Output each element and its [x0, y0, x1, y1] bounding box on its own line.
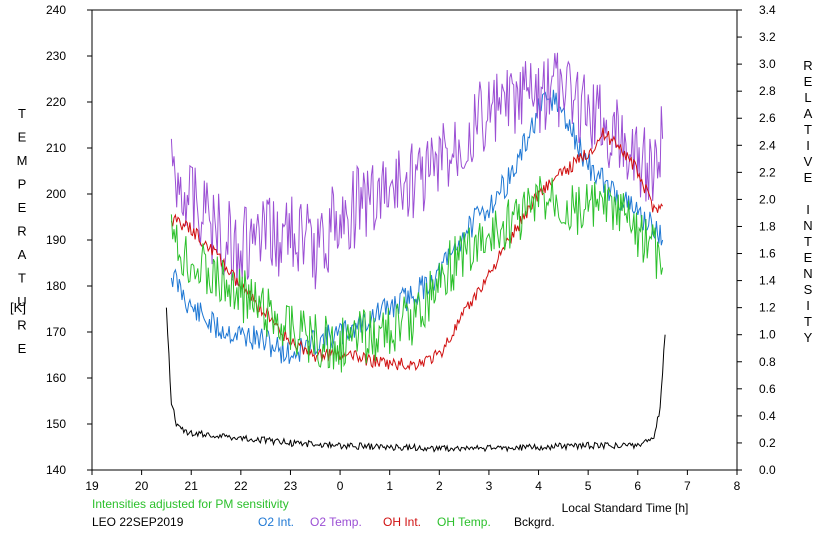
y-left-tick-label: 190 [46, 233, 66, 247]
right-axis-letter: T [804, 122, 812, 137]
left-axis-letter: E [18, 130, 27, 145]
series-line [170, 176, 664, 373]
y-right-tick-label: 3.4 [759, 3, 776, 17]
y-right-tick-label: 0.2 [759, 436, 776, 450]
right-axis-letter: T [804, 234, 812, 249]
x-tick-label: 20 [135, 479, 149, 493]
legend-entry: O2 Int. [258, 515, 294, 529]
y-left-tick-label: 200 [46, 187, 66, 201]
left-axis-letter: R [17, 224, 26, 239]
series-oh-int [170, 127, 664, 371]
y-right-tick-label: 2.0 [759, 192, 776, 206]
y-left-tick-label: 230 [46, 49, 66, 63]
y-left-tick-label: 170 [46, 325, 66, 339]
series-line [165, 307, 666, 453]
legend-entry: OH Temp. [437, 515, 491, 529]
series-line [170, 89, 664, 364]
y-right-tick-label: 2.8 [759, 84, 776, 98]
x-tick-label: 4 [535, 479, 542, 493]
right-axis-letter: V [804, 154, 813, 169]
y-right-tick-label: 1.2 [759, 301, 776, 315]
y-right-tick-label: 0.8 [759, 355, 776, 369]
y-right-tick-label: 0.6 [759, 382, 776, 396]
legend-entry: O2 Temp. [310, 515, 362, 529]
left-axis-letter: M [17, 153, 28, 168]
y-right-tick-label: 1.6 [759, 247, 776, 261]
sensitivity-note: Intensities adjusted for PM sensitivity [92, 497, 289, 511]
series-line [170, 52, 664, 290]
right-axis-letter: E [804, 74, 813, 89]
right-axis-letter: L [804, 90, 811, 105]
y-left-tick-label: 240 [46, 3, 66, 17]
series-bckgrd [165, 307, 666, 453]
y-left-tick-label: 210 [46, 141, 66, 155]
station-date: LEO 22SEP2019 [92, 515, 184, 529]
right-axis-letter: I [806, 298, 810, 313]
y-right-tick-label: 1.0 [759, 328, 776, 342]
y-right-tick-label: 2.6 [759, 111, 776, 125]
x-tick-label: 19 [85, 479, 99, 493]
y-right-tick-label: 2.2 [759, 165, 776, 179]
left-axis-letter: U [17, 294, 26, 309]
left-axis-letter: T [18, 106, 26, 121]
x-tick-label: 21 [185, 479, 199, 493]
right-axis-letter: I [806, 202, 810, 217]
y-right-tick-label: 3.2 [759, 30, 776, 44]
y-right-tick-label: 2.4 [759, 138, 776, 152]
x-tick-label: 0 [337, 479, 344, 493]
y-right-tick-label: 0.4 [759, 409, 776, 423]
plot-frame [91, 9, 738, 471]
left-axis-letter: E [18, 200, 27, 215]
legend: O2 Int. O2 Temp. OH Int. OH Temp. Bckgrd. [258, 515, 555, 529]
x-tick-label: 22 [234, 479, 248, 493]
right-axis-letter: T [804, 314, 812, 329]
right-axis-letter: S [804, 282, 813, 297]
right-axis-letter: Y [804, 330, 813, 345]
y-left-tick-label: 180 [46, 279, 66, 293]
x-tick-label: 23 [284, 479, 298, 493]
y-right-tick-label: 3.0 [759, 57, 776, 71]
x-tick-label: 2 [436, 479, 443, 493]
y-right-tick-label: 0.0 [759, 463, 776, 477]
left-axis-letter: A [18, 247, 27, 262]
right-axis-letter: E [804, 170, 813, 185]
y-right-tick-label: 1.8 [759, 219, 776, 233]
legend-entry: OH Int. [383, 515, 421, 529]
left-axis-letter: P [18, 177, 27, 192]
y-left-tick-label: 160 [46, 371, 66, 385]
x-axis-title: Local Standard Time [h] [562, 501, 689, 515]
y-left-tick-label: 140 [46, 463, 66, 477]
series-line [170, 127, 664, 371]
series-oh-temp [170, 176, 664, 373]
y-right-tick-label: 1.4 [759, 274, 776, 288]
left-axis-letter: T [18, 271, 26, 286]
right-axis-letter: I [806, 138, 810, 153]
right-axis-letter: R [803, 58, 812, 73]
left-axis-letter: E [18, 341, 27, 356]
x-tick-label: 8 [734, 479, 741, 493]
series-o2-temp [170, 52, 664, 290]
y-left-tick-label: 150 [46, 417, 66, 431]
x-tick-label: 1 [386, 479, 393, 493]
right-axis-letter: N [803, 218, 812, 233]
y-left-tick-label: 220 [46, 95, 66, 109]
right-axis-letter: E [804, 250, 813, 265]
left-axis-letter: R [17, 318, 26, 333]
left-axis-unit: [K] [10, 300, 26, 315]
legend-entry: Bckgrd. [514, 515, 555, 529]
series-o2-int [170, 89, 664, 364]
x-tick-label: 5 [585, 479, 592, 493]
right-axis-letter: A [804, 106, 813, 121]
x-tick-label: 6 [634, 479, 641, 493]
x-tick-label: 7 [684, 479, 691, 493]
x-tick-label: 3 [486, 479, 493, 493]
right-axis-letter: N [803, 266, 812, 281]
